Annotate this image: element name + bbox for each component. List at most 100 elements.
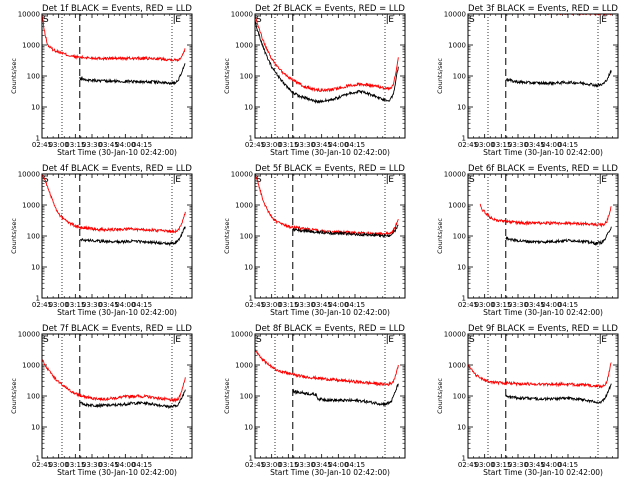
- series-line-events: [79, 389, 186, 409]
- x-tick-label: 03:15: [278, 461, 298, 469]
- y-tick-label: 1000: [235, 42, 253, 50]
- y-tick-label: 10: [31, 104, 40, 112]
- start-marker-label: S: [256, 335, 262, 345]
- panel-title: Det 3f BLACK = Events, RED = LLD: [468, 4, 618, 14]
- plot-frame: [254, 13, 406, 139]
- y-tick-label: 10: [457, 264, 466, 272]
- start-marker-label: S: [469, 175, 475, 185]
- end-marker-label: E: [388, 15, 394, 25]
- y-tick-label: 1: [249, 295, 253, 303]
- y-tick-label: 10: [31, 264, 40, 272]
- x-tick-label: 03:45: [525, 461, 545, 469]
- x-tick-label: 03:00: [49, 461, 69, 469]
- series-line-events: [292, 383, 399, 407]
- x-tick-label: 03:15: [491, 301, 511, 309]
- x-axis-label: Start Time (30-Jan-10 02:42:00): [270, 148, 390, 157]
- y-tick-label: 100: [453, 73, 466, 81]
- x-axis-label: Start Time (30-Jan-10 02:42:00): [57, 308, 177, 317]
- series-line-lld: [479, 203, 612, 228]
- x-tick-label: 03:30: [82, 141, 102, 149]
- series-line-events: [79, 63, 186, 86]
- y-tick-label: 10000: [444, 171, 466, 179]
- panel-det-7: Det 7f BLACK = Events, RED = LLD 1 10 100 10…: [10, 324, 193, 477]
- x-tick-label: 04:15: [345, 301, 365, 309]
- y-tick-label: 10000: [231, 11, 253, 19]
- x-tick-label: 04:15: [345, 461, 365, 469]
- panel-title: Det 5f BLACK = Events, RED = LLD: [255, 164, 405, 174]
- plot-frame: [41, 13, 193, 139]
- x-tick-label: 04:00: [115, 461, 135, 469]
- x-tick-label: 03:15: [491, 461, 511, 469]
- x-tick-label: 02:45: [458, 461, 478, 469]
- x-tick-label: 03:00: [262, 141, 282, 149]
- x-tick-label: 04:00: [541, 141, 561, 149]
- x-tick-label: 04:15: [558, 141, 578, 149]
- x-tick-label: 03:15: [278, 301, 298, 309]
- series-line-events: [505, 226, 612, 247]
- series-line-lld: [255, 174, 399, 237]
- x-tick-label: 04:00: [115, 301, 135, 309]
- series-line-lld: [42, 174, 186, 234]
- x-tick-label: 04:15: [558, 461, 578, 469]
- y-tick-label: 10000: [231, 171, 253, 179]
- y-tick-label: 100: [453, 393, 466, 401]
- start-marker-label: S: [256, 175, 262, 185]
- start-marker-label: S: [43, 335, 49, 345]
- x-tick-label: 04:00: [328, 461, 348, 469]
- x-tick-label: 03:30: [295, 301, 315, 309]
- x-tick-label: 03:00: [475, 141, 495, 149]
- start-marker-label: S: [43, 175, 49, 185]
- x-tick-label: 02:45: [32, 301, 52, 309]
- x-tick-label: 04:00: [115, 141, 135, 149]
- y-tick-label: 10: [244, 104, 253, 112]
- x-tick-label: 04:00: [541, 461, 561, 469]
- y-tick-label: 100: [27, 73, 40, 81]
- series-line-events: [505, 383, 612, 405]
- y-tick-label: 1000: [448, 42, 466, 50]
- y-tick-label: 10: [244, 424, 253, 432]
- y-tick-label: 1000: [22, 362, 40, 370]
- x-tick-label: 03:15: [278, 141, 298, 149]
- panel-title: Det 1f BLACK = Events, RED = LLD: [42, 4, 192, 14]
- start-marker-label: S: [469, 15, 475, 25]
- x-tick-label: 03:30: [82, 301, 102, 309]
- x-tick-label: 02:45: [245, 141, 265, 149]
- y-tick-label: 1000: [22, 202, 40, 210]
- y-tick-label: 1000: [448, 362, 466, 370]
- x-tick-label: 03:45: [99, 461, 119, 469]
- x-tick-label: 03:15: [491, 141, 511, 149]
- y-tick-label: 100: [453, 233, 466, 241]
- plot-frame: [467, 333, 619, 459]
- series-line-lld: [255, 14, 399, 93]
- x-tick-label: 02:45: [245, 461, 265, 469]
- panel-title: Det 9f BLACK = Events, RED = LLD: [468, 324, 618, 334]
- x-tick-label: 04:00: [328, 141, 348, 149]
- x-axis-label: Start Time (30-Jan-10 02:42:00): [483, 148, 603, 157]
- y-tick-label: 10000: [18, 11, 40, 19]
- x-tick-label: 03:30: [508, 461, 528, 469]
- end-marker-label: E: [601, 15, 607, 25]
- panel-title: Det 4f BLACK = Events, RED = LLD: [42, 164, 192, 174]
- y-tick-label: 100: [240, 233, 253, 241]
- x-tick-label: 04:15: [132, 141, 152, 149]
- y-tick-label: 1: [462, 295, 466, 303]
- y-tick-label: 1: [36, 295, 40, 303]
- end-marker-label: E: [175, 335, 181, 345]
- y-tick-label: 10000: [444, 11, 466, 19]
- y-tick-label: 10: [457, 104, 466, 112]
- y-tick-label: 10: [31, 424, 40, 432]
- panel-det-1: Det 1f BLACK = Events, RED = LLD 1 10 100 10…: [10, 4, 193, 157]
- x-tick-label: 04:15: [345, 141, 365, 149]
- y-axis-label: Counts/sec: [436, 58, 444, 94]
- x-tick-label: 03:00: [475, 301, 495, 309]
- plot-frame: [41, 333, 193, 459]
- x-tick-label: 03:15: [65, 141, 85, 149]
- x-tick-label: 03:45: [99, 301, 119, 309]
- plot-frame: [467, 13, 619, 139]
- x-tick-label: 02:45: [458, 301, 478, 309]
- series-line-lld: [255, 348, 399, 387]
- end-marker-label: E: [175, 15, 181, 25]
- x-tick-label: 03:45: [525, 141, 545, 149]
- start-marker-label: S: [256, 15, 262, 25]
